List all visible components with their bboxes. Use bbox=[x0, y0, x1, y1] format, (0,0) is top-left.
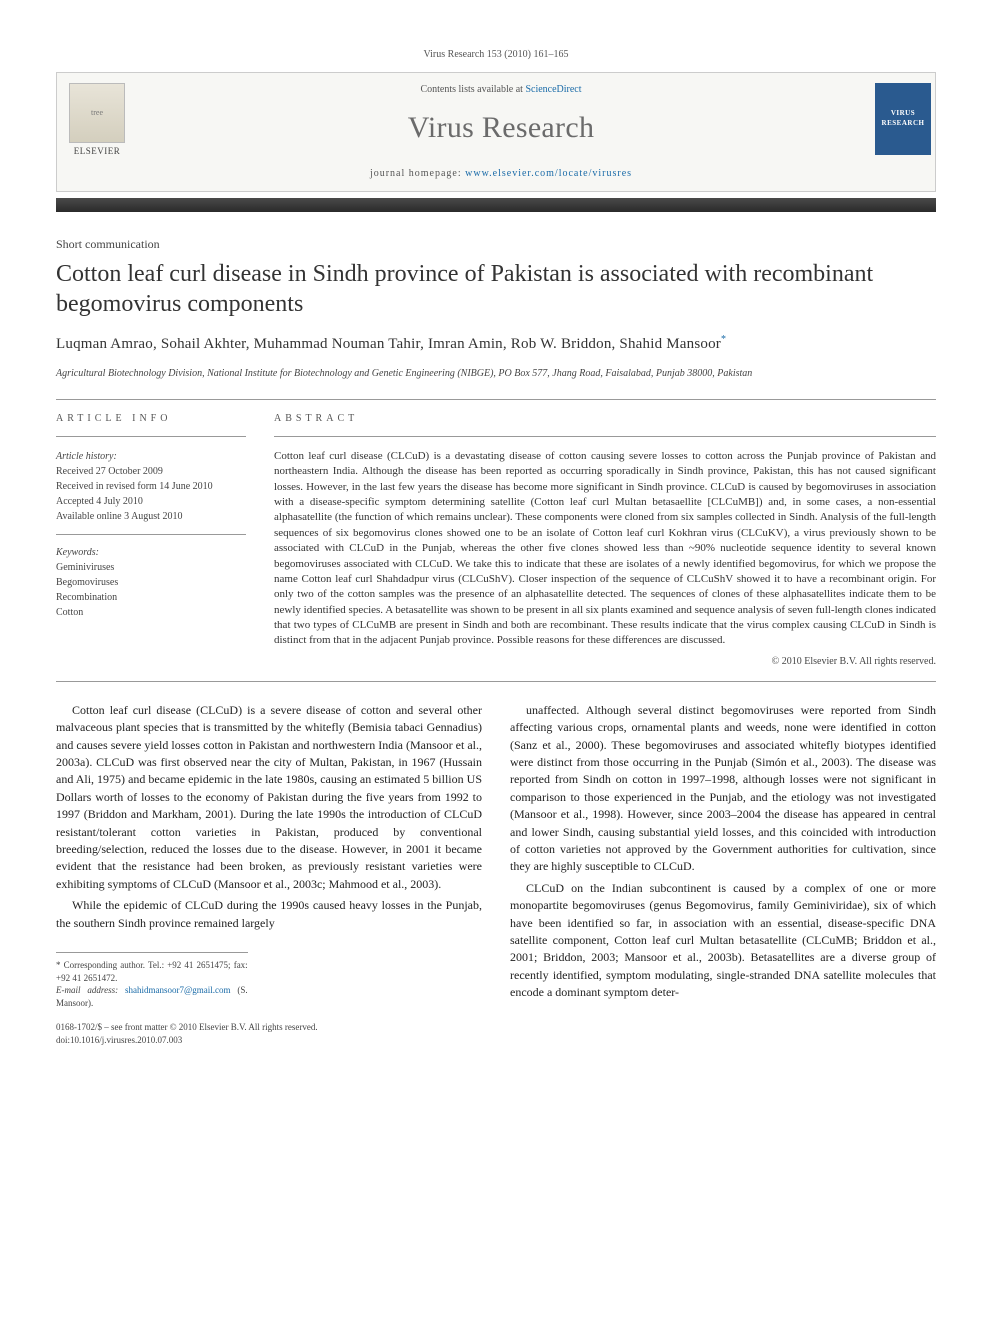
abstract-col-hr bbox=[274, 436, 936, 437]
info-divider bbox=[56, 534, 246, 535]
body-paragraph: Cotton leaf curl disease (CLCuD) is a se… bbox=[56, 702, 482, 893]
article-title: Cotton leaf curl disease in Sindh provin… bbox=[56, 259, 936, 319]
article-history-block: Article history: Received 27 October 200… bbox=[56, 449, 246, 524]
issn-line: 0168-1702/$ – see front matter © 2010 El… bbox=[56, 1021, 482, 1034]
footnotes: * Corresponding author. Tel.: +92 41 265… bbox=[56, 952, 248, 1009]
article-type: Short communication bbox=[56, 236, 936, 253]
body-right-column: unaffected. Although several distinct be… bbox=[510, 702, 936, 1047]
divider-top bbox=[56, 399, 936, 400]
header-center: Contents lists available at ScienceDirec… bbox=[137, 73, 865, 191]
abstract-text: Cotton leaf curl disease (CLCuD) is a de… bbox=[274, 449, 936, 649]
sciencedirect-link[interactable]: ScienceDirect bbox=[525, 84, 581, 95]
cover-thumb-block: VIRUS RESEARCH bbox=[865, 73, 935, 165]
article-info-column: article info Article history: Received 2… bbox=[56, 412, 246, 669]
homepage-link[interactable]: www.elsevier.com/locate/virusres bbox=[465, 168, 632, 179]
history-label: Article history: bbox=[56, 449, 246, 464]
top-citation: Virus Research 153 (2010) 161–165 bbox=[56, 48, 936, 62]
abstract-column: abstract Cotton leaf curl disease (CLCuD… bbox=[274, 412, 936, 669]
bottom-meta: 0168-1702/$ – see front matter © 2010 El… bbox=[56, 1021, 482, 1046]
email-label: E-mail address: bbox=[56, 985, 118, 995]
keyword: Geminiviruses bbox=[56, 560, 246, 575]
email-line: E-mail address: shahidmansoor7@gmail.com… bbox=[56, 984, 248, 1009]
revised-date: Received in revised form 14 June 2010 bbox=[56, 479, 246, 494]
journal-name: Virus Research bbox=[137, 107, 865, 149]
author-email-link[interactable]: shahidmansoor7@gmail.com bbox=[125, 985, 231, 995]
abstract-header: abstract bbox=[274, 412, 936, 426]
cover-top-text: VIRUS bbox=[891, 109, 915, 119]
author-list: Luqman Amrao, Sohail Akhter, Muhammad No… bbox=[56, 333, 936, 355]
page-root: Virus Research 153 (2010) 161–165 tree E… bbox=[0, 0, 992, 1095]
keyword: Recombination bbox=[56, 590, 246, 605]
body-paragraph: unaffected. Although several distinct be… bbox=[510, 702, 936, 876]
body-left-column: Cotton leaf curl disease (CLCuD) is a se… bbox=[56, 702, 482, 1047]
gradient-divider bbox=[56, 198, 936, 212]
accepted-date: Accepted 4 July 2010 bbox=[56, 494, 246, 509]
corr-author-marker: * bbox=[721, 334, 726, 345]
received-date: Received 27 October 2009 bbox=[56, 464, 246, 479]
keywords-label: Keywords: bbox=[56, 545, 246, 560]
journal-header: tree ELSEVIER Contents lists available a… bbox=[56, 72, 936, 192]
abstract-copyright: © 2010 Elsevier B.V. All rights reserved… bbox=[274, 655, 936, 669]
keywords-block: Keywords: Geminiviruses Begomoviruses Re… bbox=[56, 545, 246, 620]
info-col-hr bbox=[56, 436, 246, 437]
body-paragraph: CLCuD on the Indian subcontinent is caus… bbox=[510, 880, 936, 1002]
doi-line: doi:10.1016/j.virusres.2010.07.003 bbox=[56, 1034, 482, 1047]
online-date: Available online 3 August 2010 bbox=[56, 509, 246, 524]
homepage-line: journal homepage: www.elsevier.com/locat… bbox=[137, 167, 865, 181]
article-info-header: article info bbox=[56, 412, 246, 426]
journal-cover-icon: VIRUS RESEARCH bbox=[875, 83, 931, 155]
info-abstract-row: article info Article history: Received 2… bbox=[56, 412, 936, 669]
body-columns: Cotton leaf curl disease (CLCuD) is a se… bbox=[56, 702, 936, 1047]
affiliation: Agricultural Biotechnology Division, Nat… bbox=[56, 367, 936, 381]
contents-prefix: Contents lists available at bbox=[420, 84, 525, 95]
keyword: Begomoviruses bbox=[56, 575, 246, 590]
elsevier-tree-icon: tree bbox=[69, 83, 125, 143]
publisher-logo-block: tree ELSEVIER bbox=[57, 73, 137, 168]
homepage-prefix: journal homepage: bbox=[370, 168, 465, 179]
corresponding-author-note: * Corresponding author. Tel.: +92 41 265… bbox=[56, 959, 248, 984]
publisher-label: ELSEVIER bbox=[74, 145, 121, 158]
keyword: Cotton bbox=[56, 605, 246, 620]
contents-line: Contents lists available at ScienceDirec… bbox=[137, 83, 865, 97]
cover-bottom-text: RESEARCH bbox=[882, 119, 925, 129]
body-paragraph: While the epidemic of CLCuD during the 1… bbox=[56, 897, 482, 932]
divider-bottom bbox=[56, 681, 936, 682]
authors-text: Luqman Amrao, Sohail Akhter, Muhammad No… bbox=[56, 336, 721, 352]
